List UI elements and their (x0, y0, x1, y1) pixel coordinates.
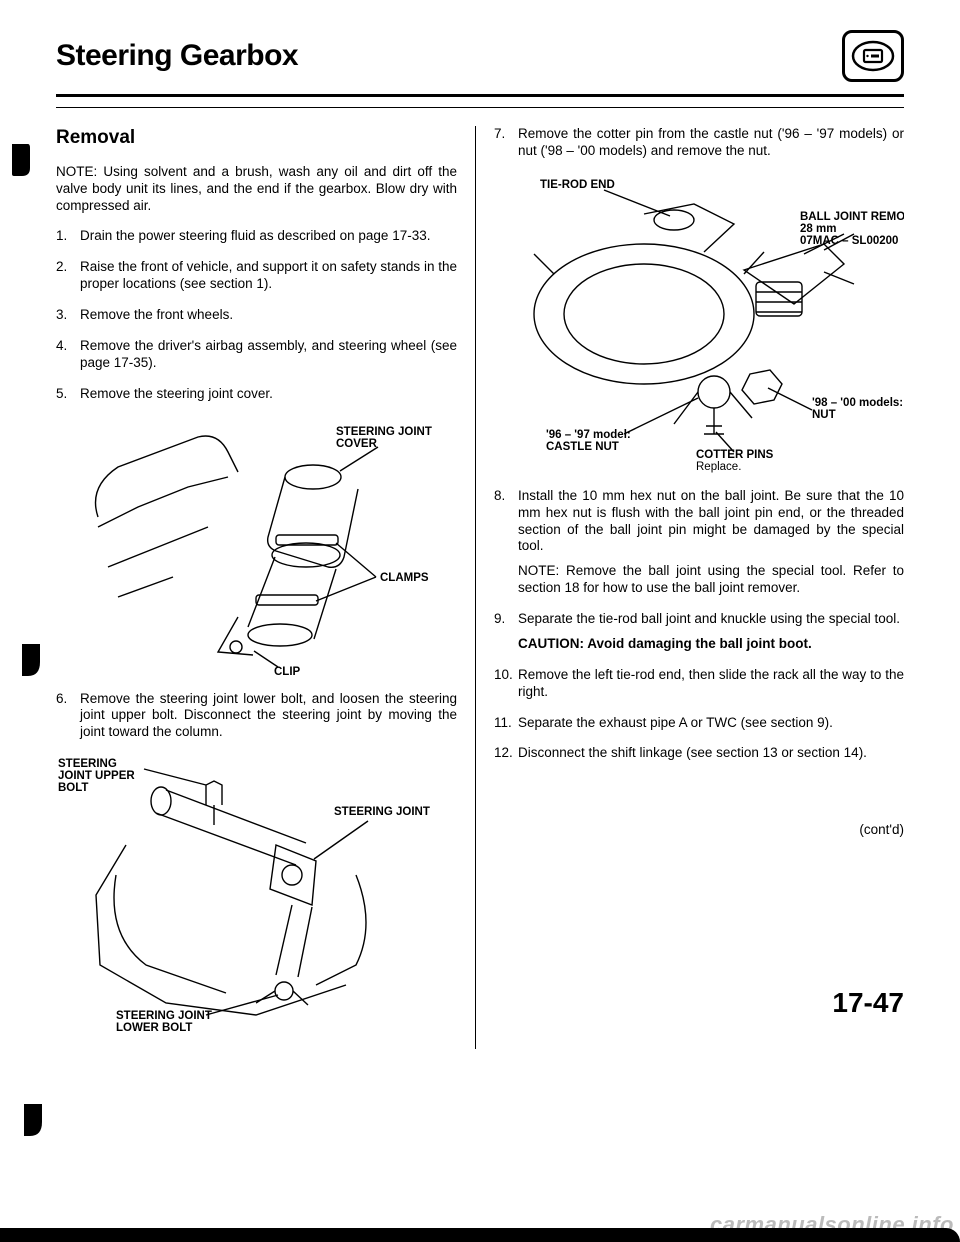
margin-marker-icon (10, 138, 42, 178)
steps-list-left: Drain the power steering fluid as descri… (56, 228, 457, 402)
step-item: Remove the driver's airbag assembly, and… (56, 338, 457, 372)
step-item: Separate the exhaust pipe A or TWC (see … (494, 715, 904, 732)
content-columns: Removal NOTE: Using solvent and a brush,… (56, 126, 904, 1049)
steps-list-right: Remove the cotter pin from the castle nu… (494, 126, 904, 160)
figure-steering-joint-cover: STEERING JOINT COVER CLAMPS CLIP (78, 417, 457, 677)
svg-text:CLIP: CLIP (274, 666, 301, 677)
margin-marker-icon (20, 640, 52, 680)
step-item: Remove the left tie-rod end, then slide … (494, 667, 904, 701)
svg-text:BOLT: BOLT (58, 782, 88, 794)
figure-steering-joint: STEERING JOINT UPPER BOLT STEERING JOINT… (56, 755, 457, 1035)
svg-text:JOINT UPPER: JOINT UPPER (58, 770, 135, 782)
svg-text:Replace.: Replace. (696, 461, 741, 473)
svg-text:STEERING JOINT: STEERING JOINT (334, 806, 430, 818)
svg-text:STEERING JOINT: STEERING JOINT (336, 426, 432, 438)
section-heading: Removal (56, 126, 457, 150)
svg-text:LOWER BOLT: LOWER BOLT (116, 1022, 192, 1034)
page-title: Steering Gearbox (56, 39, 298, 73)
step-item: Disconnect the shift linkage (see sectio… (494, 745, 904, 762)
steps-list-right-2: Install the 10 mm hex nut on the ball jo… (494, 488, 904, 763)
svg-text:CASTLE NUT: CASTLE NUT (546, 441, 619, 453)
step-item: Separate the tie-rod ball joint and knuc… (494, 611, 904, 653)
svg-text:STEERING: STEERING (58, 758, 117, 770)
svg-text:NUT: NUT (812, 409, 836, 421)
svg-text:07MAC – SL00200: 07MAC – SL00200 (800, 235, 898, 247)
svg-text:'98 – '00 models:: '98 – '00 models: (812, 397, 903, 409)
steps-list-left-2: Remove the steering joint lower bolt, an… (56, 691, 457, 742)
right-column: Remove the cotter pin from the castle nu… (494, 126, 904, 1049)
step-note: NOTE: Remove the ball joint using the sp… (518, 563, 904, 597)
step-item: Install the 10 mm hex nut on the ball jo… (494, 488, 904, 597)
caution-text: CAUTION: Avoid damaging the ball joint b… (518, 636, 904, 653)
margin-marker-icon (22, 1100, 54, 1140)
left-column: Removal NOTE: Using solvent and a brush,… (56, 126, 476, 1049)
step-item: Remove the front wheels. (56, 307, 457, 324)
svg-text:BALL JOINT REMOVER,: BALL JOINT REMOVER, (800, 211, 904, 223)
svg-text:STEERING JOINT: STEERING JOINT (116, 1010, 212, 1022)
step-text: Separate the tie-rod ball joint and knuc… (518, 611, 900, 626)
brand-logo-icon (842, 30, 904, 82)
step-item: Drain the power steering fluid as descri… (56, 228, 457, 245)
svg-text:CLAMPS: CLAMPS (380, 572, 429, 584)
svg-text:COVER: COVER (336, 438, 378, 450)
page-header: Steering Gearbox (56, 18, 904, 97)
step-item: Remove the steering joint cover. (56, 386, 457, 403)
page-number: 17-47 (832, 987, 904, 1019)
svg-text:28 mm: 28 mm (800, 223, 836, 235)
continued-label: (cont'd) (494, 822, 904, 839)
bottom-band (0, 1228, 960, 1242)
manual-page: Steering Gearbox Removal NOTE: Using sol… (0, 0, 960, 1049)
divider (56, 107, 904, 108)
step-item: Remove the cotter pin from the castle nu… (494, 126, 904, 160)
svg-text:TIE-ROD END: TIE-ROD END (540, 179, 615, 191)
figure-tie-rod-end: TIE-ROD END BALL JOINT REMOVER, 28 mm 07… (494, 174, 904, 474)
step-item: Remove the steering joint lower bolt, an… (56, 691, 457, 742)
svg-text:COTTER PINS: COTTER PINS (696, 449, 774, 461)
note-text: NOTE: Using solvent and a brush, wash an… (56, 164, 457, 215)
step-text: Install the 10 mm hex nut on the ball jo… (518, 488, 904, 554)
svg-text:'96 – '97 model:: '96 – '97 model: (546, 429, 631, 441)
step-item: Raise the front of vehicle, and support … (56, 259, 457, 293)
